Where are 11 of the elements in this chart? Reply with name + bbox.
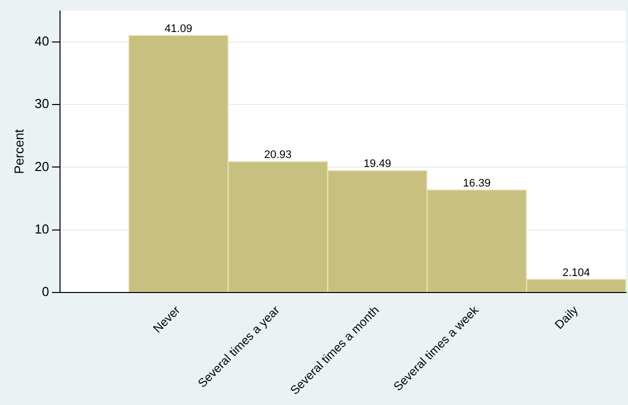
- data-label: 20.93: [264, 148, 292, 161]
- data-label: 41.09: [164, 22, 192, 35]
- data-label: 2.104: [562, 266, 590, 279]
- y-tick-label: 0: [42, 284, 50, 299]
- y-axis-title: Percent: [11, 128, 26, 174]
- y-tick-label: 40: [34, 34, 50, 49]
- data-label: 16.39: [463, 177, 491, 190]
- y-tick-label: 30: [34, 96, 50, 112]
- y-tick-label: 10: [34, 221, 50, 236]
- y-tick-label: 20: [34, 158, 50, 174]
- data-label: 19.49: [364, 158, 392, 170]
